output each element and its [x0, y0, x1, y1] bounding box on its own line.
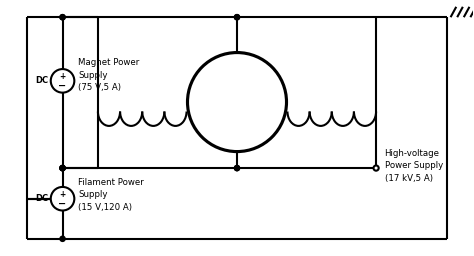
- Text: DC: DC: [35, 76, 48, 85]
- Circle shape: [60, 165, 65, 171]
- Text: Filament Power
Supply
(15 V,120 A): Filament Power Supply (15 V,120 A): [78, 178, 144, 212]
- Text: −: −: [58, 199, 67, 209]
- Text: −: −: [58, 81, 67, 91]
- Text: High-voltage
Power Supply
(17 kV,5 A): High-voltage Power Supply (17 kV,5 A): [384, 149, 443, 183]
- Circle shape: [60, 165, 65, 171]
- Circle shape: [51, 187, 74, 210]
- Text: Magnet Power
Supply
(75 V,5 A): Magnet Power Supply (75 V,5 A): [78, 58, 139, 92]
- Circle shape: [235, 165, 239, 171]
- Circle shape: [60, 15, 65, 20]
- Circle shape: [374, 165, 379, 171]
- Text: +: +: [59, 190, 66, 199]
- Circle shape: [235, 15, 239, 20]
- Text: DC: DC: [35, 194, 48, 203]
- Circle shape: [60, 165, 65, 171]
- Circle shape: [60, 236, 65, 241]
- Text: +: +: [59, 72, 66, 81]
- Circle shape: [60, 165, 65, 171]
- Circle shape: [51, 69, 74, 93]
- Circle shape: [188, 52, 286, 152]
- Circle shape: [235, 165, 239, 171]
- Circle shape: [235, 15, 239, 20]
- Circle shape: [60, 15, 65, 20]
